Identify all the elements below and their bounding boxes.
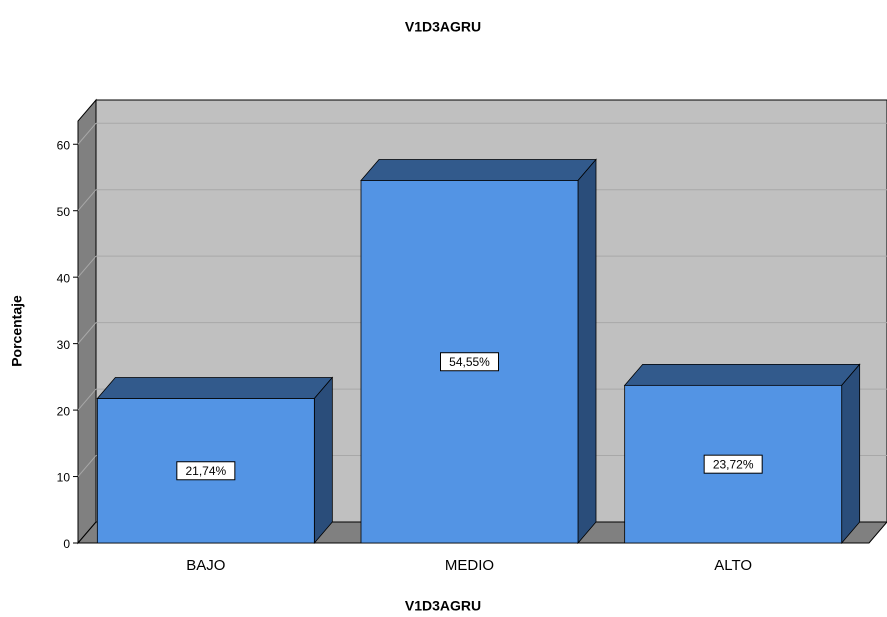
bar-side [577, 158, 597, 545]
value-label-box [440, 352, 499, 372]
left-wall [77, 98, 97, 545]
y-tick-label: 20 [57, 404, 71, 418]
bar-top [360, 159, 597, 181]
value-label: 54,55% [449, 355, 490, 369]
chart-title: V1D3AGRU [405, 19, 481, 35]
grid-line [77, 189, 97, 212]
bar-side [313, 376, 333, 545]
plot-area: 0 10 20 30 40 50 60 BAJO 21,74% MEDIO 54,55% ALTO 23… [57, 98, 887, 574]
bar-top [623, 363, 861, 386]
bar-side [841, 363, 861, 545]
y-tick-label: 30 [57, 338, 71, 352]
x-tick-label: ALTO [714, 557, 752, 574]
value-label-box [176, 461, 236, 481]
grid-line [77, 455, 97, 477]
value-label: 21,74% [185, 464, 226, 478]
grid-line [77, 388, 97, 411]
value-label: 23,72% [713, 457, 754, 471]
x-tick-label: BAJO [186, 557, 225, 574]
y-axis-title: Porcentaje [9, 295, 25, 367]
y-tick-label: 60 [57, 138, 71, 152]
grid-line [77, 122, 97, 145]
y-tick-label: 40 [57, 271, 71, 285]
grid-line [77, 322, 97, 344]
y-tick-label: 0 [63, 537, 70, 551]
value-label-box [703, 454, 763, 474]
x-tick-label: MEDIO [445, 557, 494, 574]
y-tick-label: 50 [57, 205, 71, 219]
x-axis-title: V1D3AGRU [405, 598, 481, 614]
grid-line [77, 255, 97, 278]
bar-top [96, 377, 334, 399]
y-tick-label: 10 [57, 471, 71, 485]
